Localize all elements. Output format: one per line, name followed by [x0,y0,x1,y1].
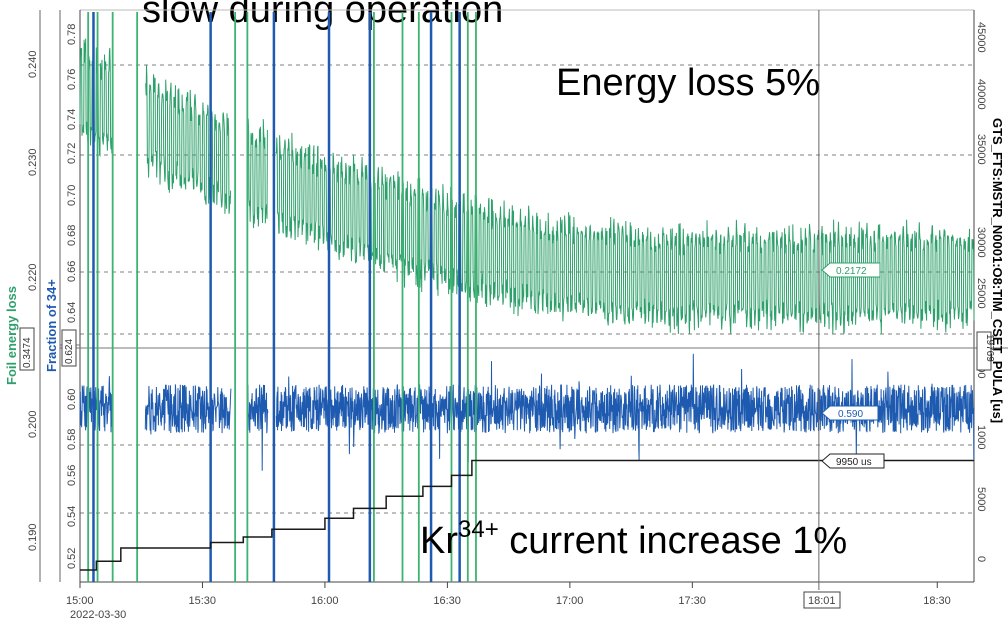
y-tick-label-fraction: 0.68 [66,225,78,246]
y-tick-label-right: 35000 [975,134,987,165]
left-axis-title-fraction: Fraction of 34+ [44,279,59,372]
x-tick-label: 16:30 [433,595,461,607]
annotation-current-increase: Kr34+ current increase 1% [420,516,847,562]
y-tick-label-fraction: 0.60 [66,389,78,410]
y-tick-label-right: 0 [975,556,987,562]
svg-text:0.3474: 0.3474 [22,337,33,368]
chart-title: slow during operation [142,0,503,31]
cursor-flag-fraction: 0.590 [821,405,879,421]
cursor-flag-pula: 9950 us [821,453,885,469]
y-tick-label-fraction: 0.72 [66,143,78,164]
y-tick-label-right: 1000 [975,425,987,449]
right-boundary-box: 19769 [976,331,995,371]
y-tick-label-fraction: 0.70 [66,185,78,206]
y-tick-label-fraction: 0.56 [66,465,78,486]
y-tick-label-fraction: 0.54 [66,506,78,527]
axis-ticks: 15:00 15:30 16:00 16:30 17:00 17:30 18:30 0.240… [27,22,987,607]
x-tick-label: 17:30 [678,595,706,607]
energy-boundary-box: 0.3474 [19,327,35,371]
y-tick-label-fraction: 0.78 [66,24,78,45]
y-tick-label-fraction: 0.52 [66,548,78,569]
svg-text:19769: 19769 [984,334,995,362]
left-axis-title-energy: Foil energy loss [4,286,19,385]
y-tick-label-right: 40000 [975,79,987,110]
y-tick-label-energy: 0.220 [27,263,39,291]
y-tick-label-right: 5000 [975,487,987,511]
svg-text:0.624: 0.624 [64,339,75,364]
svg-text:18:01: 18:01 [808,595,836,607]
cursor-time-label: 18:01 [803,591,841,609]
series-line-foil-energy-loss [79,38,975,335]
annotation-energy-loss: Energy loss 5% [556,62,820,104]
series-fraction-34plus [79,353,975,471]
y-tick-label-right: 25000 [975,278,987,309]
svg-text:0.2172: 0.2172 [836,266,867,277]
x-tick-label: 17:00 [556,595,584,607]
series-foil-energy-loss [79,38,975,335]
y-tick-label-fraction: 0.76 [66,69,78,90]
cursor-flag-energy: 0.2172 [821,262,881,278]
y-tick-label-fraction: 0.66 [66,261,78,282]
fraction-boundary-box: 0.624 [61,329,77,367]
y-tick-label-energy: 0.240 [27,50,39,78]
y-tick-label-fraction: 0.74 [66,109,78,130]
x-tick-label: 15:00 [66,595,94,607]
x-tick-label: 16:00 [311,595,339,607]
series-pula [80,459,974,571]
y-tick-label-right: 45000 [975,22,987,53]
y-tick-label-fraction: 0.64 [66,302,78,323]
x-axis-date: 2022-03-30 [70,609,126,621]
y-tick-label-energy: 0.200 [27,410,39,438]
right-axis-title: GTS_FTS:MSTR_N0001:O8:TIM_CSET_PULA [us] [990,118,1005,423]
y-tick-label-fraction: 0.58 [66,429,78,450]
y-tick-label-right: 30000 [975,227,987,258]
y-tick-label-energy: 0.190 [27,523,39,551]
svg-text:0.590: 0.590 [838,409,863,420]
series-line-pula [80,459,974,571]
series-line-fraction-34plus [79,353,975,471]
x-tick-label: 15:30 [188,595,216,607]
y-tick-label-energy: 0.230 [27,148,39,176]
x-tick-label: 18:30 [923,595,951,607]
svg-text:9950 us: 9950 us [836,457,872,468]
